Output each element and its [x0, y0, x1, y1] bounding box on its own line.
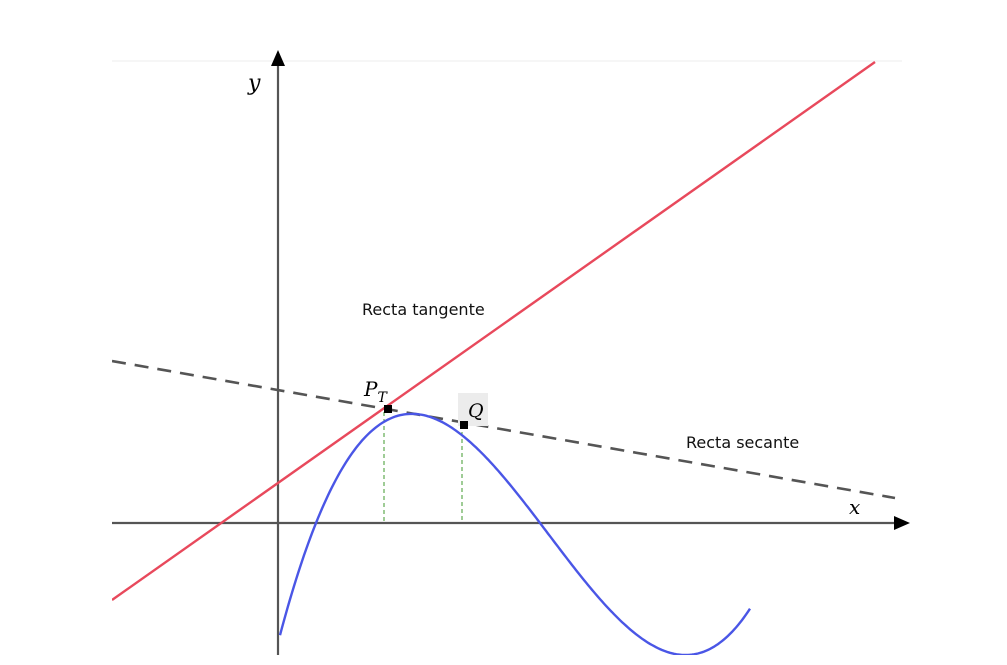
x-axis-arrow — [894, 516, 910, 530]
point-q-marker — [460, 421, 468, 429]
y-axis-label: y — [247, 71, 261, 96]
secant-label: Recta secante — [686, 433, 799, 452]
point-p-marker — [384, 405, 392, 413]
point-p-label: PT — [363, 377, 388, 406]
tangent-line — [112, 61, 876, 601]
tangent-label: Recta tangente — [362, 300, 485, 319]
point-q-label: Q — [468, 400, 484, 422]
point-p-letter: P — [363, 377, 378, 401]
point-q-highlight — [458, 393, 488, 426]
x-axis-label: x — [849, 495, 860, 519]
function-curve — [278, 412, 751, 655]
y-axis-arrow — [271, 50, 285, 66]
point-p-subscript: T — [377, 390, 388, 406]
secant-line — [112, 359, 896, 500]
